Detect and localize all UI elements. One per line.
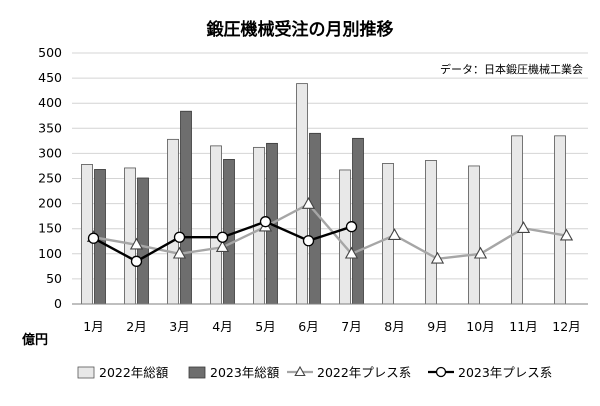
triangle-marker [516,221,531,233]
y-tick-label: 100 [38,246,62,261]
bar [554,135,566,305]
x-tick-label: 12月 [552,319,580,334]
y-tick-label: 0 [54,296,62,311]
triangle-marker [473,246,488,259]
circle-marker [259,216,272,228]
y-tick-label: 150 [38,221,62,236]
y-tick-label: 300 [38,145,62,160]
x-tick-label: 8月 [384,319,404,334]
circle-marker [173,231,186,243]
legend-label: 2022年総額 [99,365,169,380]
triangle-marker [215,240,230,253]
gridlines [72,52,588,280]
triangle-marker [559,228,574,241]
bars [81,83,566,305]
triangle-marker [129,237,144,250]
chart-title: 鍛圧機械受注の月別推移 [207,19,394,40]
y-tick-label: 50 [46,271,62,286]
circle-marker [302,235,315,247]
bar [468,165,480,305]
unit-label: 億円 [22,332,48,348]
y-tick-label: 350 [38,120,62,135]
bar [425,160,437,305]
x-tick-label: 4月 [212,319,232,334]
circle-marker [435,366,447,378]
x-tick-label: 11月 [509,319,537,334]
y-tick-label: 250 [38,171,62,186]
triangle-marker [430,251,445,264]
x-tick-label: 1月 [83,319,103,334]
x-tick-label: 10月 [466,319,494,334]
bar [180,110,192,305]
bar [210,145,222,305]
series-lines [86,196,574,267]
legend-label: 2023年総額 [210,365,280,380]
legend-label: 2023年プレス系 [458,365,552,380]
x-tick-label: 9月 [427,319,447,334]
y-tick-label: 200 [38,196,62,211]
legend-item: 2023年プレス系 [428,365,552,380]
circle-marker [216,231,229,243]
legend: 2022年総額 2023年総額 2022年プレス系 2023年プレス系 [77,365,552,380]
x-tick-label: 3月 [169,319,189,334]
triangle-marker [301,196,316,209]
x-tick-label: 7月 [341,319,361,334]
bar [309,132,321,305]
triangle-marker [344,246,359,259]
series-line [93,202,567,261]
y-axis-ticks: 0 50 100 150 200 250 300 350 400 450 500 [38,45,62,311]
bar [511,135,523,305]
legend-swatch [188,366,206,379]
x-tick-label: 5月 [255,319,275,334]
bar [352,137,364,305]
triangle-marker [172,246,187,259]
circle-marker [345,221,358,233]
circle-marker [130,255,143,267]
y-tick-label: 450 [38,70,62,85]
circle-marker [87,232,100,244]
bar [124,167,136,305]
x-tick-label: 6月 [298,319,318,334]
triangle-marker [294,365,306,377]
bar [296,83,308,305]
legend-item: 2023年総額 [188,365,280,380]
legend-item: 2022年プレス系 [287,365,411,380]
y-tick-label: 400 [38,95,62,110]
legend-item: 2022年総額 [77,365,169,380]
bar [223,159,235,305]
legend-label: 2022年プレス系 [317,365,411,380]
bar [167,138,179,305]
legend-swatch [77,366,95,379]
triangle-marker [387,228,402,240]
x-tick-label: 2月 [126,319,146,334]
source-note: データ：日本鍛圧機械工業会 [440,62,583,76]
bar [137,177,149,305]
bar [339,169,351,305]
y-tick-label: 500 [38,45,62,60]
x-axis-ticks: 1月 2月 3月 4月 5月 6月 7月 8月 9月 10月 11月 12月 [83,319,580,334]
